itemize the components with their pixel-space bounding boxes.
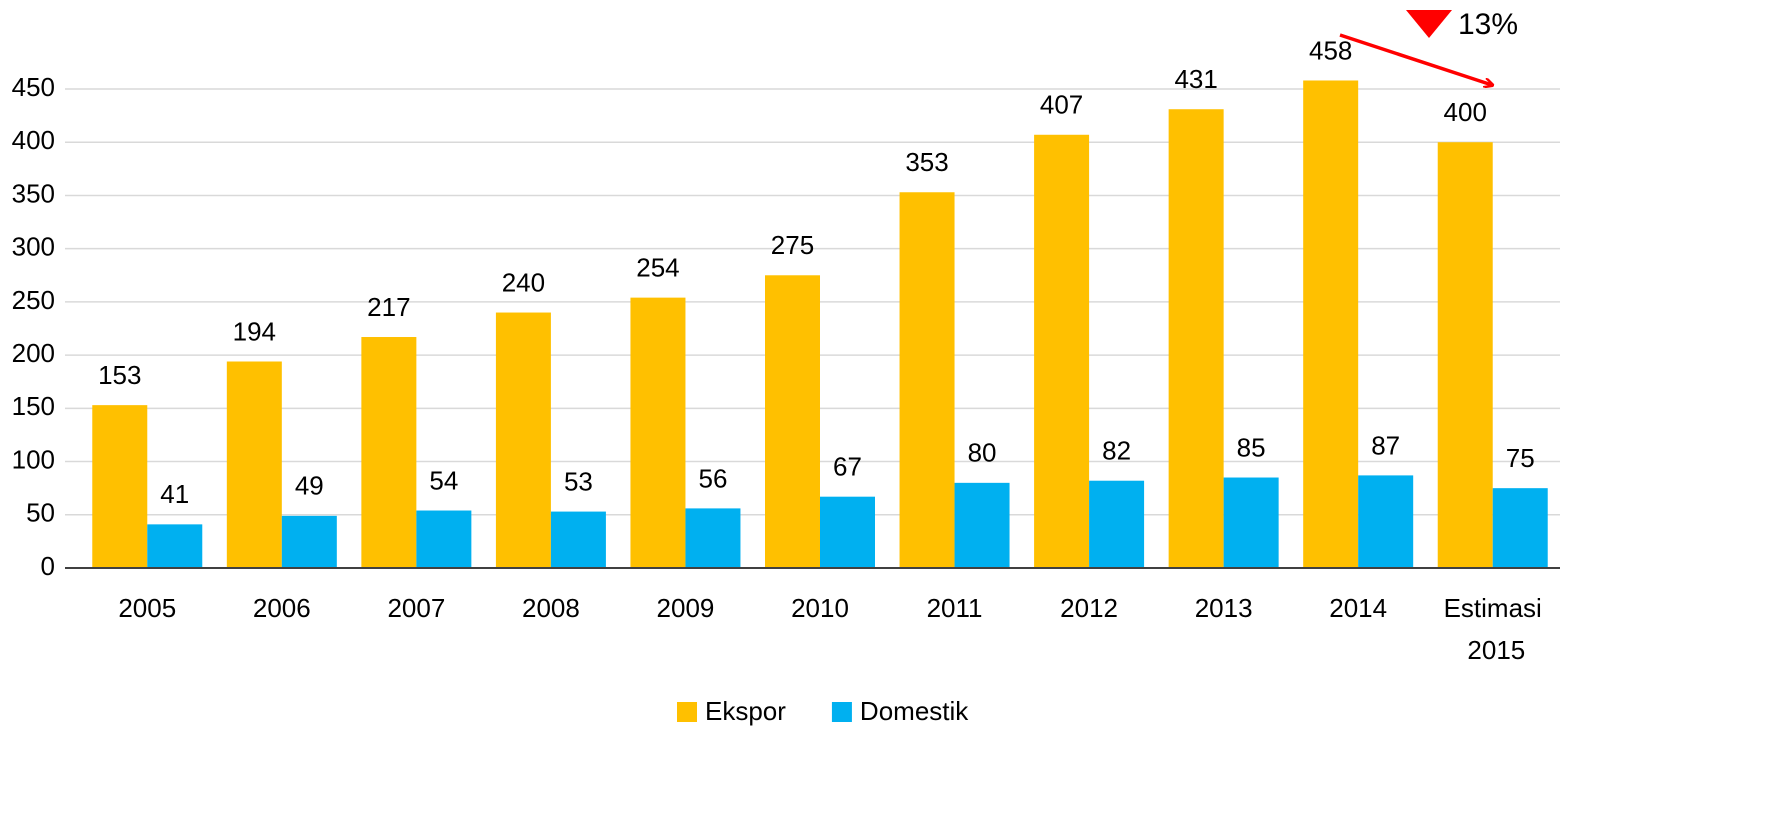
data-label: 54: [429, 465, 458, 495]
bar: [1089, 480, 1145, 568]
x-tick-label: 2005: [118, 593, 176, 623]
y-tick-label: 250: [12, 285, 55, 315]
data-label: 75: [1506, 443, 1535, 473]
data-label: 53: [564, 466, 593, 496]
data-label: 82: [1102, 436, 1131, 466]
bar: [495, 312, 551, 568]
y-tick-label: 200: [12, 338, 55, 368]
x-tick-label: 2011: [927, 593, 983, 623]
bar: [281, 515, 337, 568]
bar: [147, 524, 203, 568]
data-label: 254: [636, 253, 679, 283]
bar: [630, 297, 686, 568]
data-label: 194: [233, 316, 276, 346]
bar: [954, 482, 1010, 568]
x-tick-label: 2007: [387, 593, 445, 623]
bar: [92, 405, 148, 568]
data-label: 80: [968, 438, 997, 468]
data-label: 41: [160, 479, 189, 509]
y-tick-label: 350: [12, 178, 55, 208]
data-label: 275: [771, 230, 814, 260]
data-label: 217: [367, 292, 410, 322]
y-tick-label: 400: [12, 125, 55, 155]
y-tick-label: 0: [41, 551, 55, 581]
bar: [1168, 109, 1224, 569]
data-label: 67: [833, 452, 862, 482]
bar: [765, 275, 820, 568]
x-tick-label: Estimasi 2015: [1444, 593, 1542, 665]
bar: [226, 361, 282, 568]
data-label: 353: [905, 147, 948, 177]
bar: [416, 510, 472, 568]
data-label: 49: [295, 471, 324, 501]
bar: [1303, 80, 1359, 569]
x-tick-label: 2010: [791, 593, 849, 623]
x-tick-label: 2009: [657, 593, 715, 623]
bar: [1358, 475, 1414, 568]
down-triangle: [1406, 10, 1452, 38]
y-tick-label: 450: [12, 72, 55, 102]
bar: [899, 192, 955, 569]
data-label: 400: [1444, 97, 1487, 127]
data-label: 56: [698, 463, 727, 493]
bar: [550, 511, 606, 568]
annotation: 13%: [1458, 8, 1518, 41]
y-tick-label: 300: [12, 232, 55, 262]
data-label: 87: [1371, 430, 1400, 460]
data-label: 431: [1174, 64, 1217, 94]
x-tick-label: 2012: [1060, 593, 1118, 623]
data-label: 407: [1040, 90, 1083, 120]
legend-swatch: [677, 702, 697, 722]
x-tick-label: 2006: [253, 593, 311, 623]
bar: [820, 496, 875, 568]
bar: [1223, 477, 1279, 568]
data-label: 458: [1309, 35, 1352, 65]
bar: [361, 337, 417, 568]
x-tick-label: 2014: [1329, 593, 1387, 623]
bar: [1437, 142, 1493, 568]
bar: [1034, 134, 1090, 568]
x-tick-label: 2008: [522, 593, 580, 623]
data-label: 240: [502, 267, 545, 297]
x-tick-label: 2013: [1195, 593, 1253, 623]
legend-label: Domestik: [860, 696, 969, 726]
data-label: 153: [98, 360, 141, 390]
y-tick-label: 150: [12, 391, 55, 421]
y-tick-label: 100: [12, 444, 55, 474]
legend-label: Ekspor: [705, 696, 786, 726]
bar: [1492, 488, 1548, 568]
bar: [685, 508, 741, 568]
data-label: 85: [1237, 432, 1266, 462]
trend-arrow: [1339, 33, 1492, 85]
y-tick-label: 50: [26, 498, 55, 528]
legend-swatch: [831, 702, 852, 722]
